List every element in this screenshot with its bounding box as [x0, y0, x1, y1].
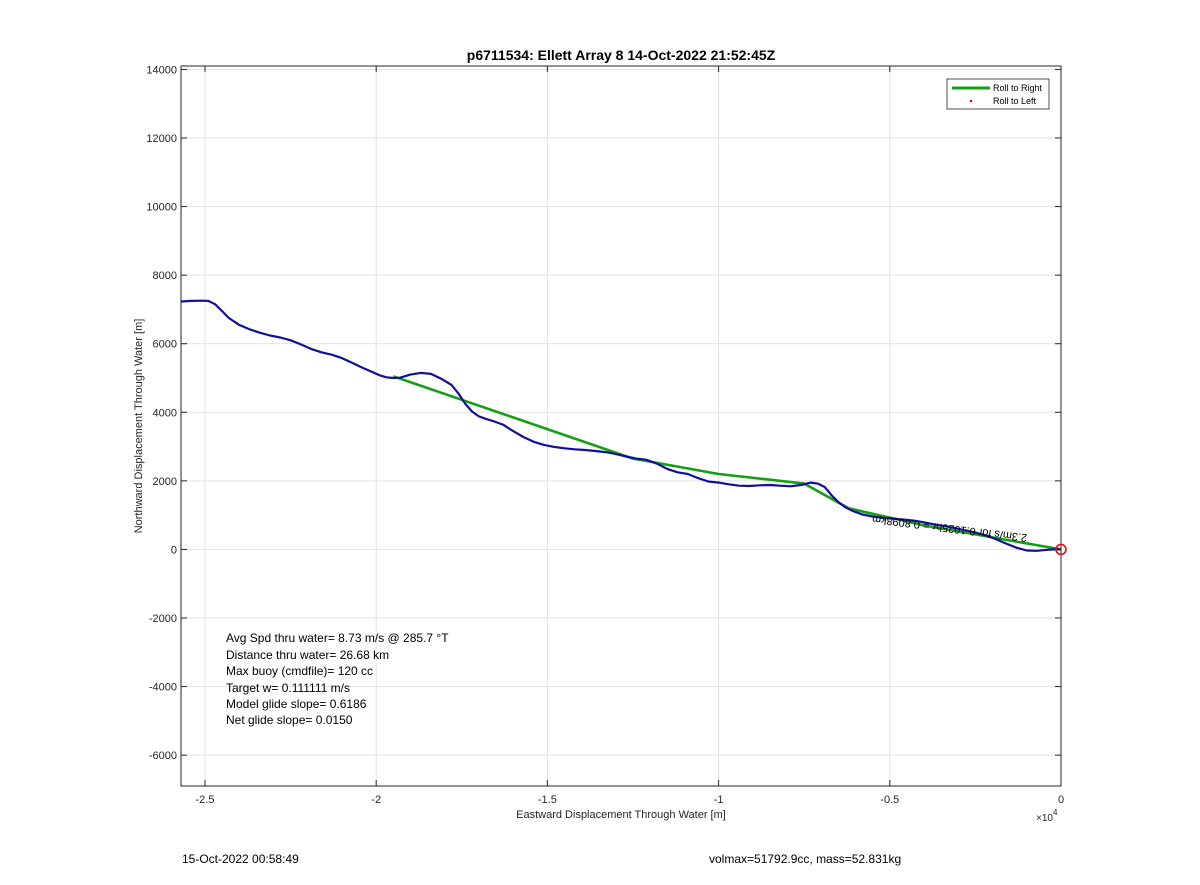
annotation-max-buoy: Max buoy (cmdfile)= 120 cc [226, 664, 373, 678]
plot-area [181, 66, 1061, 786]
annotation-avg-speed: Avg Spd thru water= 8.73 m/s @ 285.7 °T [226, 631, 449, 645]
y-tick-label: 14000 [146, 64, 177, 76]
y-tick-label: 12000 [146, 133, 177, 145]
legend: Roll to Right Roll to Left [946, 78, 1050, 110]
y-tick-label: 8000 [153, 270, 177, 282]
x-exponent-power: 4 [1053, 808, 1058, 817]
y-tick-label: 10000 [146, 202, 177, 214]
annotation-target-w: Target w= 0.111111 m/s [226, 681, 350, 695]
end-position-marker [1055, 543, 1067, 556]
x-tick-label: -1.5 [538, 794, 557, 806]
annotation-net-glide: Net glide slope= 0.0150 [226, 713, 353, 727]
y-tick-label: 4000 [153, 407, 177, 419]
legend-label-roll-left: Roll to Left [993, 96, 1037, 106]
y-tick-label: -6000 [149, 750, 177, 762]
legend-swatch-roll-left [969, 99, 973, 103]
y-tick-label: 6000 [153, 339, 177, 351]
series-track-line [180, 299, 1061, 552]
x-tick-label: -2 [371, 794, 381, 806]
footer-mass-info: volmax=51792.9cc, mass=52.831kg [709, 852, 902, 866]
footer-timestamp: 15-Oct-2022 00:58:49 [182, 852, 299, 866]
chart-title: p6711534: Ellett Array 8 14-Oct-2022 21:… [467, 47, 776, 63]
axis-ticks: -2.5 -2 -1.5 -1 -0.5 0 -6000 -4000 -2000 0 2000 400… [146, 64, 1064, 806]
x-tick-label: 0 [1058, 794, 1064, 806]
plot-frame [180, 65, 1062, 787]
y-tick-label: -4000 [149, 682, 177, 694]
x-tick-label: -1 [714, 794, 724, 806]
x-exponent-label: ×104 [1036, 808, 1058, 824]
y-tick-label: 2000 [153, 476, 177, 488]
annotation-distance: Distance thru water= 26.68 km [226, 648, 389, 662]
y-tick-label: 0 [171, 544, 177, 556]
legend-box [946, 78, 1050, 110]
series-layer [180, 299, 1062, 552]
x-axis-label: Eastward Displacement Through Water [m] [516, 809, 726, 821]
y-axis-label: Northward Displacement Through Water [m] [133, 319, 145, 534]
x-tick-label: -0.5 [880, 794, 899, 806]
x-tick-label: -2.5 [195, 794, 214, 806]
x-exponent-base: ×10 [1036, 813, 1053, 824]
stats-annotations: Avg Spd thru water= 8.73 m/s @ 285.7 °T … [226, 631, 449, 727]
legend-label-roll-right: Roll to Right [993, 83, 1043, 93]
y-tick-label: -2000 [149, 613, 177, 625]
annotation-model-glide: Model glide slope= 0.6186 [226, 697, 367, 711]
